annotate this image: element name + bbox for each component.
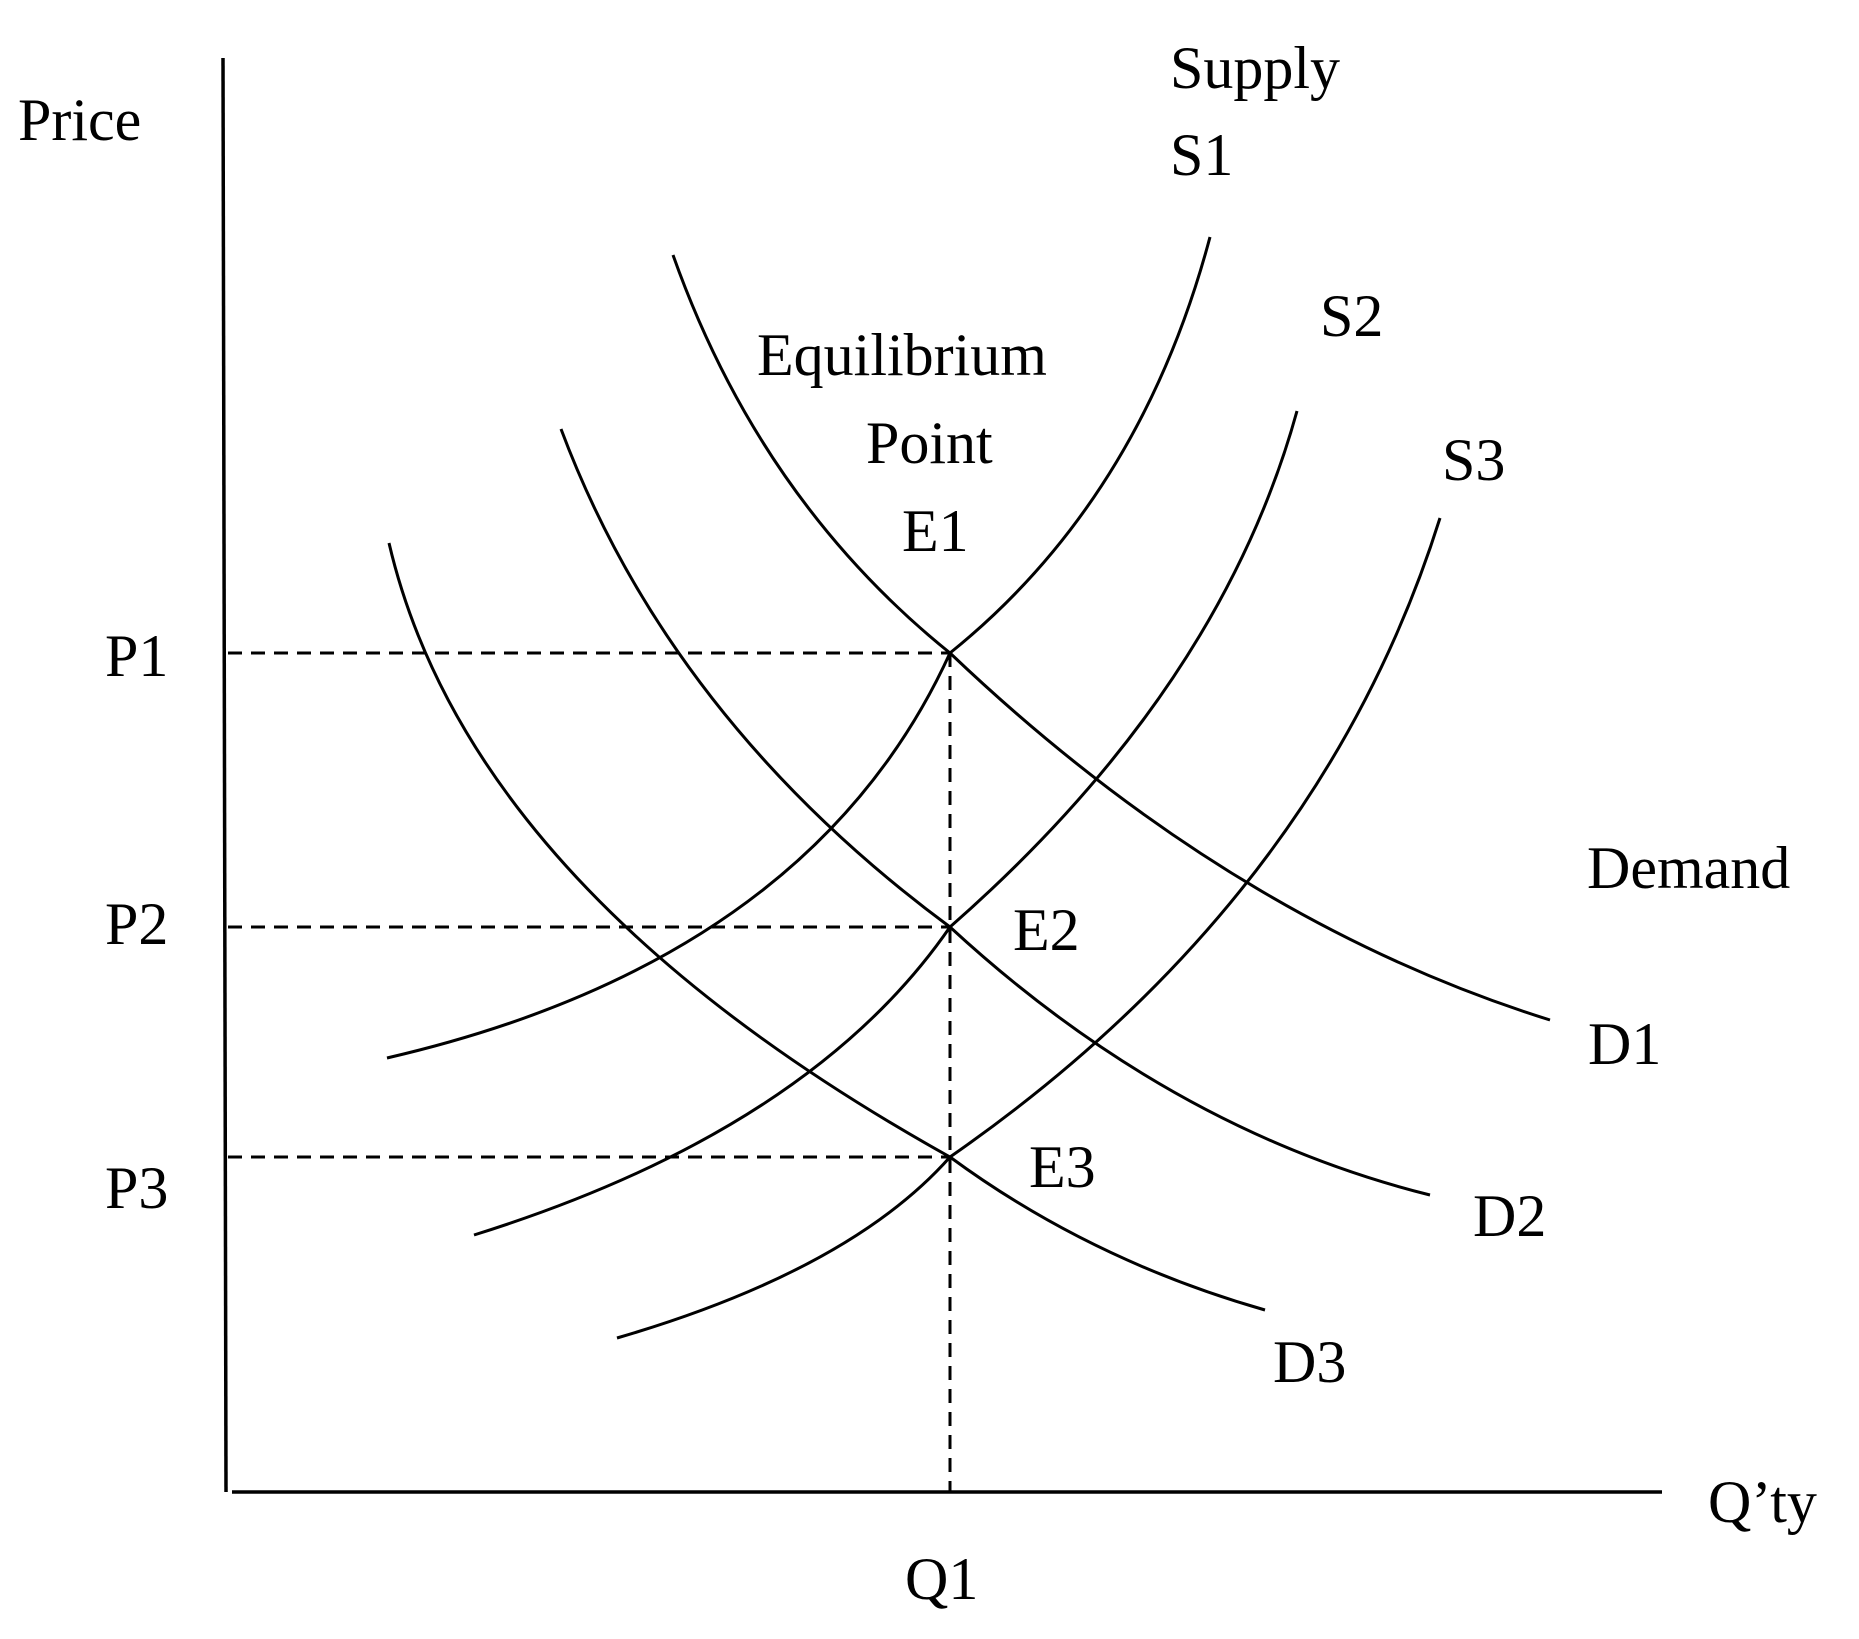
supply-label-s1: S1 xyxy=(1170,122,1233,188)
equilibrium-label-line1: Equilibrium xyxy=(757,322,1047,388)
demand-curve-d2 xyxy=(559,428,1431,1197)
demand-title-label: Demand xyxy=(1587,835,1790,901)
tick-label-p3: P3 xyxy=(105,1155,168,1221)
y-axis-label: Price xyxy=(18,87,141,153)
equilibrium-label-e2: E2 xyxy=(1013,897,1080,963)
demand-curve-d1 xyxy=(671,254,1551,1022)
supply-curve-s3 xyxy=(616,517,1442,1340)
x-axis-label: Q’ty xyxy=(1708,1469,1817,1535)
demand-label-d2: D2 xyxy=(1473,1183,1546,1249)
supply-curve-s1 xyxy=(386,236,1212,1060)
demand-label-d3: D3 xyxy=(1273,1329,1346,1395)
equilibrium-label-e1: E1 xyxy=(902,498,969,564)
tick-label-q1: Q1 xyxy=(905,1546,978,1612)
tick-label-p2: P2 xyxy=(105,891,168,957)
demand-curve-d3 xyxy=(387,542,1266,1312)
supply-label-s3: S3 xyxy=(1442,427,1505,493)
supply-label-s2: S2 xyxy=(1320,283,1383,349)
tick-label-p1: P1 xyxy=(105,623,168,689)
equilibrium-label-line2: Point xyxy=(866,410,993,476)
y-axis xyxy=(221,57,228,1493)
supply-curve-s2 xyxy=(473,410,1299,1237)
equilibrium-label-e3: E3 xyxy=(1029,1134,1096,1200)
demand-label-d1: D1 xyxy=(1588,1011,1661,1077)
supply-title-label: Supply xyxy=(1170,35,1340,101)
